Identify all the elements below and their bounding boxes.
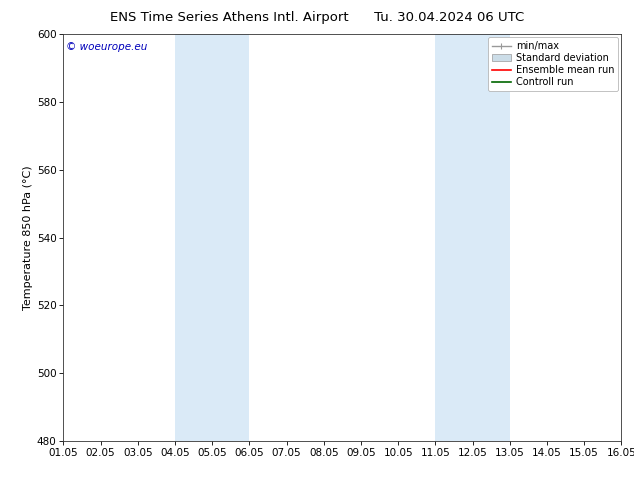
Legend: min/max, Standard deviation, Ensemble mean run, Controll run: min/max, Standard deviation, Ensemble me… xyxy=(488,37,618,91)
Text: © woeurope.eu: © woeurope.eu xyxy=(66,43,148,52)
Y-axis label: Temperature 850 hPa (°C): Temperature 850 hPa (°C) xyxy=(23,165,32,310)
Bar xyxy=(436,34,510,441)
Bar xyxy=(175,34,249,441)
Text: ENS Time Series Athens Intl. Airport      Tu. 30.04.2024 06 UTC: ENS Time Series Athens Intl. Airport Tu.… xyxy=(110,11,524,24)
